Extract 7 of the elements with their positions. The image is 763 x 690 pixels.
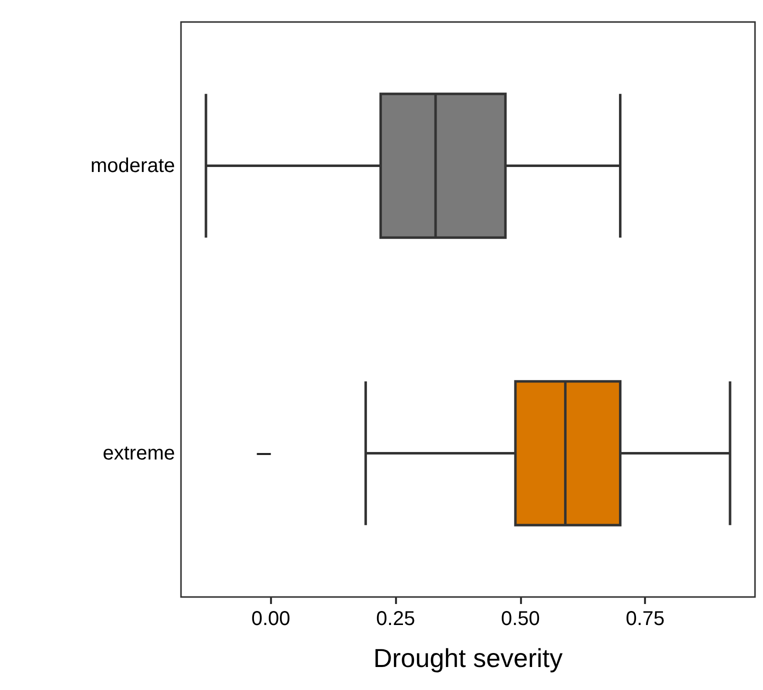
x-tick-label: 0.25 xyxy=(376,608,416,630)
x-axis-title: Drought severity xyxy=(373,643,563,673)
y-tick-label: moderate xyxy=(90,154,175,177)
x-tick-label: 0.75 xyxy=(626,608,665,630)
x-tick-label: 0.00 xyxy=(251,608,290,630)
y-tick-label: extreme xyxy=(102,442,175,464)
x-tick-label: 0.50 xyxy=(500,608,540,630)
